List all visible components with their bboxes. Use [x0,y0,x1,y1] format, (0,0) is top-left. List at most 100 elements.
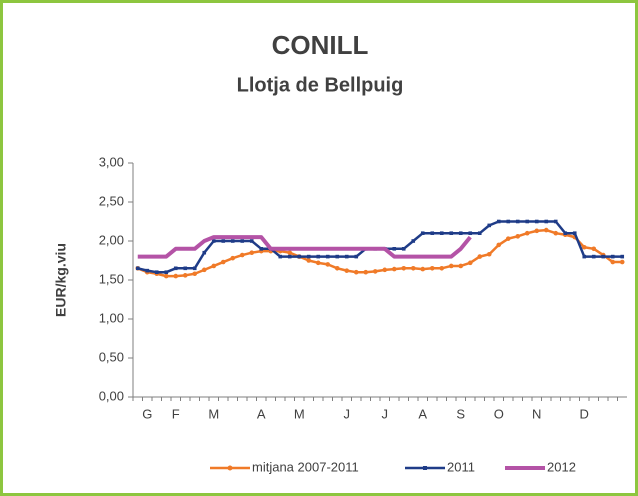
point [581,244,587,250]
point [382,267,388,273]
point [354,254,359,259]
point [410,266,416,271]
legend-label: 2011 [447,459,475,474]
point [420,266,426,272]
point [439,266,445,271]
point [506,219,511,224]
point [591,254,596,259]
point [249,250,255,255]
point [391,266,397,272]
point [334,266,340,271]
point [259,247,264,251]
point [619,259,625,265]
point [515,219,520,224]
point [211,263,217,269]
point [278,254,283,259]
point [553,219,558,224]
x-tick-label: N [532,406,541,421]
point [183,266,188,271]
point [230,239,235,243]
point [363,269,369,275]
point [487,223,492,228]
point [553,230,559,236]
point [496,242,502,248]
point [201,267,207,273]
x-tick-label: O [494,406,504,421]
point [477,231,482,235]
point [515,234,521,239]
y-tick-label: 1,00 [99,310,124,325]
point [306,258,312,263]
x-tick-label: D [580,406,589,421]
point [524,230,530,236]
x-tick-label: A [418,406,427,421]
point [230,255,236,261]
point [534,219,539,224]
x-tick-label: M [208,406,219,421]
point [544,219,549,224]
point [610,254,615,259]
point [477,254,483,259]
point [173,266,178,271]
x-tick-label: S [456,406,465,421]
point [145,268,150,273]
point [496,219,501,224]
point [325,262,331,267]
point [135,266,140,271]
point [287,250,293,255]
x-tick-label: J [382,406,389,421]
point [525,219,530,224]
point [620,254,625,259]
point [458,231,463,235]
point [221,239,226,243]
point [505,236,511,241]
point [211,239,216,243]
point [287,254,292,259]
point [192,266,197,271]
point [239,252,245,258]
point [411,239,416,243]
point [582,254,587,259]
chart-title: CONILL [272,30,369,60]
x-tick-label: G [142,406,152,421]
point [468,231,473,235]
point [240,239,245,243]
point [182,273,188,278]
series-line [137,228,623,278]
series-line [137,235,472,259]
x-tick-label: F [172,406,180,421]
y-tick-label: 1,50 [99,271,124,286]
chart-subtitle: Llotja de Bellpuig [237,74,404,96]
point [534,228,540,234]
legend-marker [227,465,233,471]
point [448,263,454,269]
x-tick-label: M [294,406,305,421]
point [610,259,616,265]
point [297,254,302,259]
point [173,273,179,279]
point [449,231,454,235]
x-tick-label: A [257,406,266,421]
point [467,260,473,266]
point [543,227,549,233]
point [439,231,444,235]
point [372,269,378,274]
point [202,250,207,255]
y-tick-label: 3,00 [99,154,124,169]
point [591,246,597,252]
point [192,271,198,277]
y-tick-label: 2,50 [99,193,124,208]
point [325,254,330,259]
point [572,231,577,235]
point [344,254,349,259]
point [164,270,169,274]
point [344,268,350,273]
y-axis-label: EUR/kg.viu [53,243,69,317]
point [353,269,359,275]
point [249,239,254,243]
point [401,266,407,271]
point [563,231,568,235]
legend-label: 2012 [547,459,576,474]
point [401,247,406,251]
